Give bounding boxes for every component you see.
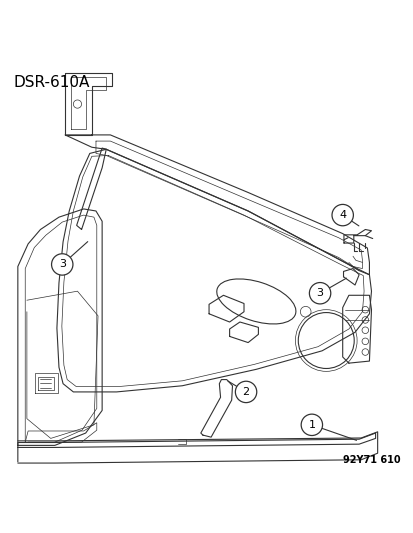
Text: 4: 4 [338, 210, 345, 220]
Text: 3: 3 [59, 260, 66, 270]
Text: 3: 3 [316, 288, 323, 298]
Circle shape [309, 282, 330, 304]
Text: 2: 2 [242, 387, 249, 397]
Circle shape [52, 254, 73, 275]
Text: 92Y71 610: 92Y71 610 [342, 455, 399, 465]
Circle shape [235, 381, 256, 402]
Text: 1: 1 [308, 420, 315, 430]
Circle shape [331, 204, 353, 226]
Text: DSR-610A: DSR-610A [14, 75, 90, 90]
Circle shape [300, 414, 322, 435]
